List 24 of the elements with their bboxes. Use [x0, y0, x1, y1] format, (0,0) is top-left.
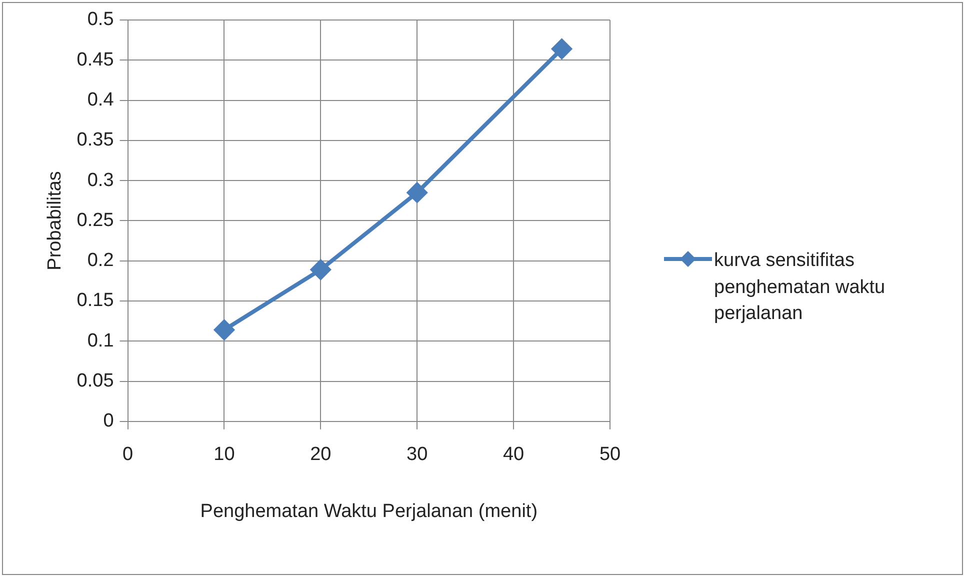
x-axis-title: Penghematan Waktu Perjalanan (menit): [200, 500, 538, 522]
x-tick-label: 20: [310, 444, 332, 466]
y-axis-title: Probabilitas: [44, 171, 66, 270]
x-tick-label: 10: [214, 444, 235, 466]
x-tick-label: 50: [599, 444, 621, 466]
y-tick-label: 0.05: [76, 370, 114, 392]
point: [407, 182, 428, 203]
y-tick-label: 0.5: [87, 9, 114, 30]
y-tick-label: 0.35: [76, 130, 114, 151]
y-tick-label: 0.4: [87, 90, 114, 111]
y-tick-label: 0.45: [76, 49, 114, 70]
y-tick-label: 0: [103, 410, 114, 432]
x-tick-label: 30: [406, 444, 428, 466]
y-tick-label: 0.25: [76, 210, 114, 231]
y-tick-label: 0.2: [87, 250, 114, 272]
point: [552, 38, 572, 59]
point: [214, 320, 234, 340]
x-tick-label: 40: [502, 444, 524, 466]
y-tick-label: 0.1: [87, 330, 114, 352]
legend-label: kurva sensitifitas penghematan waktu perjalanan: [714, 249, 886, 326]
y-tick-label: 0.15: [76, 290, 114, 312]
point: [310, 260, 331, 280]
x-tick-label: 0: [122, 444, 134, 466]
y-tick-label: 0.3: [87, 170, 114, 191]
